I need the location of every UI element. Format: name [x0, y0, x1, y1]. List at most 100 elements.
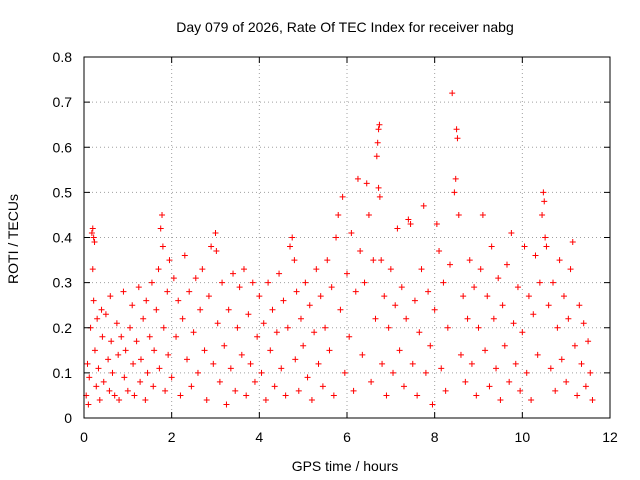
- data-point: [376, 193, 383, 200]
- data-point: [541, 198, 548, 205]
- y-tick-label: 0.2: [53, 320, 73, 336]
- data-point: [181, 252, 188, 259]
- data-point: [396, 347, 403, 354]
- data-point: [482, 347, 489, 354]
- x-tick-label: 2: [168, 429, 176, 445]
- data-point: [131, 392, 138, 399]
- data-point: [95, 365, 102, 372]
- data-point: [447, 261, 454, 268]
- data-point: [221, 342, 228, 349]
- data-point: [116, 396, 123, 403]
- data-point: [532, 252, 539, 259]
- data-point: [186, 288, 193, 295]
- data-point: [543, 243, 550, 250]
- data-point: [560, 293, 567, 300]
- data-point: [365, 211, 372, 218]
- data-point: [107, 293, 114, 300]
- data-point: [291, 257, 298, 264]
- data-point: [536, 279, 543, 286]
- data-point: [569, 239, 576, 246]
- data-point: [214, 320, 221, 327]
- data-point: [105, 356, 112, 363]
- data-point: [306, 302, 313, 309]
- data-point: [407, 220, 414, 227]
- data-point: [210, 360, 217, 367]
- data-point: [519, 329, 526, 336]
- data-point: [433, 220, 440, 227]
- data-point: [133, 338, 140, 345]
- data-point: [84, 360, 91, 367]
- data-point: [157, 225, 164, 232]
- data-point: [177, 392, 184, 399]
- data-point: [93, 383, 100, 390]
- data-point: [373, 153, 380, 160]
- data-point: [143, 297, 150, 304]
- data-point: [460, 293, 467, 300]
- data-point: [271, 383, 278, 390]
- y-tick-label: 0.4: [53, 230, 73, 246]
- data-point: [454, 135, 461, 142]
- data-point: [130, 360, 137, 367]
- data-point: [295, 387, 302, 394]
- chart-title: Day 079 of 2026, Rate Of TEC Index for r…: [176, 19, 513, 35]
- data-point: [90, 297, 97, 304]
- data-point: [304, 374, 311, 381]
- data-point: [468, 360, 475, 367]
- data-point: [284, 324, 291, 331]
- data-point: [368, 378, 375, 385]
- data-point: [225, 306, 232, 313]
- data-point: [96, 396, 103, 403]
- data-point: [236, 284, 243, 291]
- data-point: [287, 243, 294, 250]
- data-point: [341, 369, 348, 376]
- data-point: [425, 288, 432, 295]
- data-point: [208, 243, 215, 250]
- data-point: [344, 270, 350, 277]
- data-point: [471, 284, 478, 291]
- data-point: [122, 347, 129, 354]
- data-point: [517, 387, 524, 394]
- data-point: [475, 324, 482, 331]
- data-point: [418, 266, 425, 273]
- data-point: [438, 365, 445, 372]
- y-tick-label: 0.1: [53, 365, 73, 381]
- x-tick-label: 6: [343, 429, 351, 445]
- data-point: [534, 351, 541, 358]
- data-point: [115, 351, 122, 358]
- data-point: [563, 378, 570, 385]
- data-point: [357, 248, 364, 255]
- data-point: [276, 270, 283, 277]
- data-point: [194, 369, 201, 376]
- data-point: [90, 234, 97, 241]
- data-point: [135, 284, 142, 291]
- x-tick-labels: 0 2 4 6 8 10 12: [80, 429, 618, 445]
- data-point: [354, 175, 361, 182]
- data-point: [442, 387, 449, 394]
- data-point: [216, 378, 223, 385]
- data-point: [324, 257, 331, 264]
- y-tick-label: 0.6: [53, 139, 73, 155]
- data-point: [322, 324, 329, 331]
- data-point: [251, 378, 258, 385]
- data-point: [390, 369, 397, 376]
- data-point: [484, 293, 491, 300]
- data-point: [539, 211, 546, 218]
- data-point: [188, 383, 195, 390]
- data-point: [94, 315, 101, 322]
- data-point: [326, 347, 333, 354]
- data-point: [427, 342, 434, 349]
- data-point: [497, 396, 504, 403]
- data-point: [403, 315, 410, 322]
- data-point: [545, 302, 552, 309]
- data-point: [164, 288, 171, 295]
- data-point: [385, 324, 392, 331]
- data-point: [262, 396, 269, 403]
- data-point: [260, 320, 267, 327]
- data-point: [129, 302, 136, 309]
- data-point: [311, 329, 318, 336]
- data-point: [576, 302, 583, 309]
- data-point: [398, 284, 405, 291]
- y-tick-labels: 0 0.1 0.2 0.3 0.4 0.5 0.6 0.7 0.8: [53, 49, 73, 426]
- data-point: [144, 369, 151, 376]
- data-point: [170, 275, 177, 282]
